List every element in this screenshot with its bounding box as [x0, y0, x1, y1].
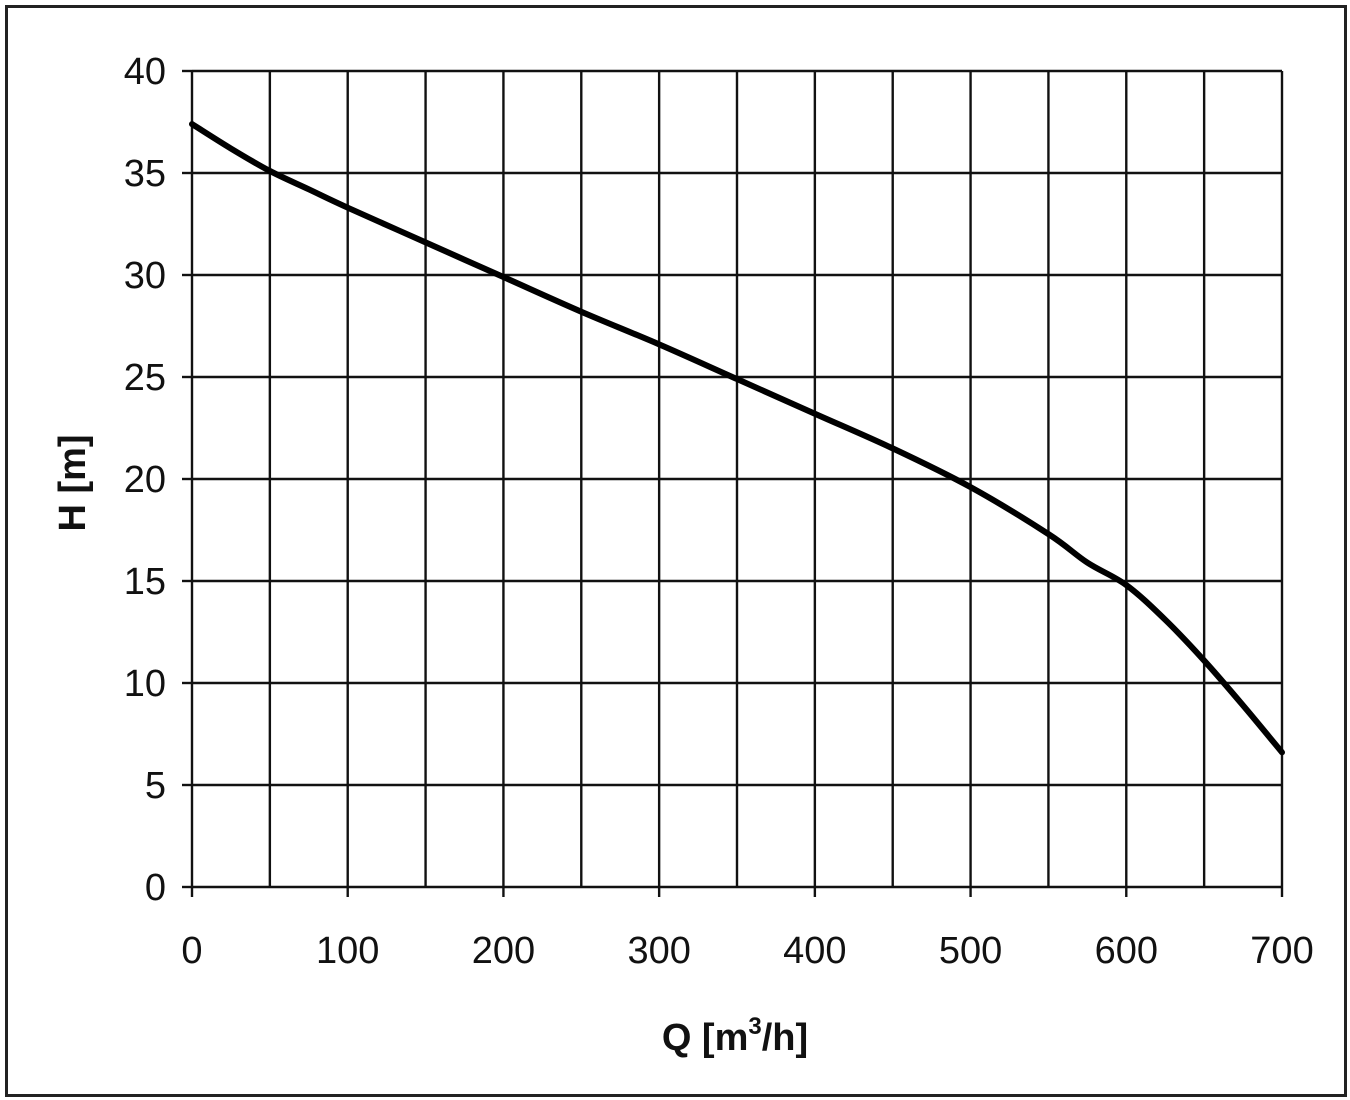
y-tick-label: 25 [124, 357, 166, 399]
grid [190, 69, 1284, 889]
x-axis-title-tail: /h] [762, 1017, 808, 1059]
x-axis-ticks: 0 100 200 300 400 500 600 700 [181, 887, 1314, 972]
x-axis-title: Q [m3/h] [662, 1013, 808, 1059]
y-tick-label: 30 [124, 255, 166, 297]
x-axis-title-main: Q [m [662, 1017, 749, 1059]
x-tick-label: 600 [1095, 930, 1158, 972]
y-tick-label: 20 [124, 459, 166, 501]
y-tick-label: 0 [145, 867, 166, 909]
y-axis-title: H [m] [52, 434, 94, 531]
y-tick-label: 5 [145, 765, 166, 807]
x-tick-label: 700 [1250, 930, 1313, 972]
chart-frame: 0 5 10 15 20 25 30 35 40 0 100 200 300 400 500 600 700 … [5, 5, 1347, 1097]
series-layer [189, 121, 1285, 756]
y-tick-label: 40 [124, 51, 166, 93]
pump-curve-line [189, 121, 1285, 756]
x-axis-title-superscript: 3 [748, 1013, 761, 1040]
y-tick-label: 15 [124, 561, 166, 603]
x-tick-label: 100 [316, 930, 379, 972]
x-tick-label: 0 [181, 930, 202, 972]
x-tick-label: 200 [472, 930, 535, 972]
y-tick-label: 35 [124, 153, 166, 195]
x-tick-label: 300 [627, 930, 690, 972]
x-tick-label: 400 [783, 930, 846, 972]
y-tick-label: 10 [124, 663, 166, 705]
x-tick-label: 500 [939, 930, 1002, 972]
y-axis-ticks: 0 5 10 15 20 25 30 35 40 [124, 51, 192, 909]
